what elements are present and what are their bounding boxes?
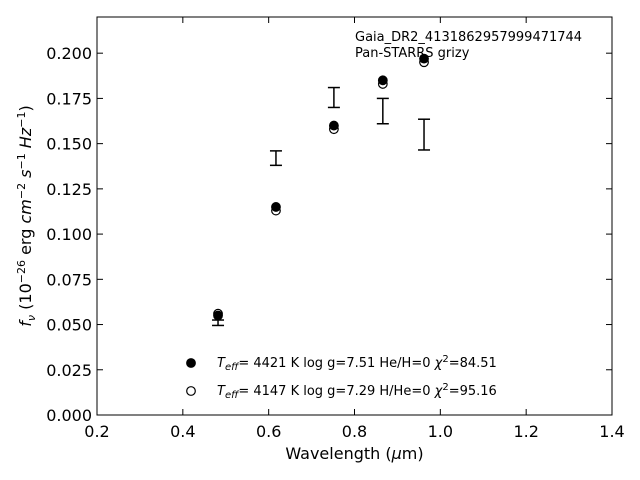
marker-filled-point <box>377 75 388 86</box>
marker-filled-point <box>271 202 281 212</box>
error-bar <box>418 118 431 151</box>
y-axis-ticks: 0.000 0.025 0.050 0.075 0.100 0.125 0.150 0.175… <box>46 44 612 425</box>
legend-text-series-0: Teff= 4421 K log g=7.51 He/H=0 χ2=84.51 <box>217 354 497 373</box>
x-tick-label: 0.4 <box>170 422 195 441</box>
y-axis-label: fν (10−26 erg cm−2 s−1 Hz−1) <box>15 105 38 326</box>
model-markers <box>213 53 429 321</box>
y-tick-label: 0.175 <box>46 89 92 108</box>
legend: Teff= 4421 K log g=7.51 He/H=0 χ2=84.51 … <box>186 354 497 401</box>
y-tick-label: 0.075 <box>46 270 92 289</box>
x-tick-label: 1.0 <box>428 422 453 441</box>
x-tick-label: 0.6 <box>256 422 281 441</box>
chart-annotation-survey: Pan-STARRS grizy <box>355 46 470 61</box>
y-tick-label: 0.025 <box>46 361 92 380</box>
x-tick-label: 0.2 <box>84 422 109 441</box>
legend-marker-open <box>186 386 196 396</box>
x-tick-label: 1.2 <box>513 422 538 441</box>
x-axis-ticks: 0.2 0.4 0.6 0.8 1.0 1.2 1.4 <box>84 17 625 441</box>
x-axis-label: Wavelength (μm) <box>285 444 423 463</box>
y-tick-label: 0.000 <box>46 406 92 425</box>
marker-filled-point <box>213 310 223 321</box>
error-bar <box>269 150 282 167</box>
chart-annotation-object-id: Gaia_DR2_4131862957999471744 <box>355 30 582 45</box>
marker-filled-point <box>329 120 339 131</box>
y-tick-label: 0.150 <box>46 135 92 154</box>
marker-filled-point <box>419 53 429 64</box>
x-tick-label: 1.4 <box>599 422 624 441</box>
error-bar <box>376 97 389 125</box>
y-tick-label: 0.125 <box>46 180 92 199</box>
error-bar <box>327 86 340 109</box>
legend-text-series-1: Teff= 4147 K log g=7.29 H/He=0 χ2=95.16 <box>217 382 497 401</box>
legend-marker-filled <box>186 358 196 368</box>
y-tick-label: 0.050 <box>46 316 92 335</box>
observed-error-bars <box>212 86 431 327</box>
error-bar <box>212 319 225 327</box>
y-tick-label: 0.200 <box>46 44 92 63</box>
x-tick-label: 0.8 <box>342 422 367 441</box>
y-tick-label: 0.100 <box>46 225 92 244</box>
